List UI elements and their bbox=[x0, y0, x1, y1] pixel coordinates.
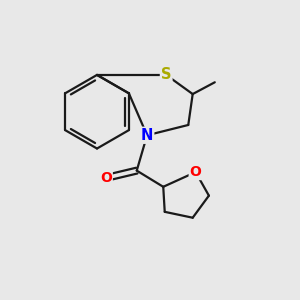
Text: O: O bbox=[100, 171, 112, 185]
Text: S: S bbox=[161, 68, 171, 82]
Text: O: O bbox=[190, 165, 202, 179]
Text: N: N bbox=[141, 128, 153, 143]
